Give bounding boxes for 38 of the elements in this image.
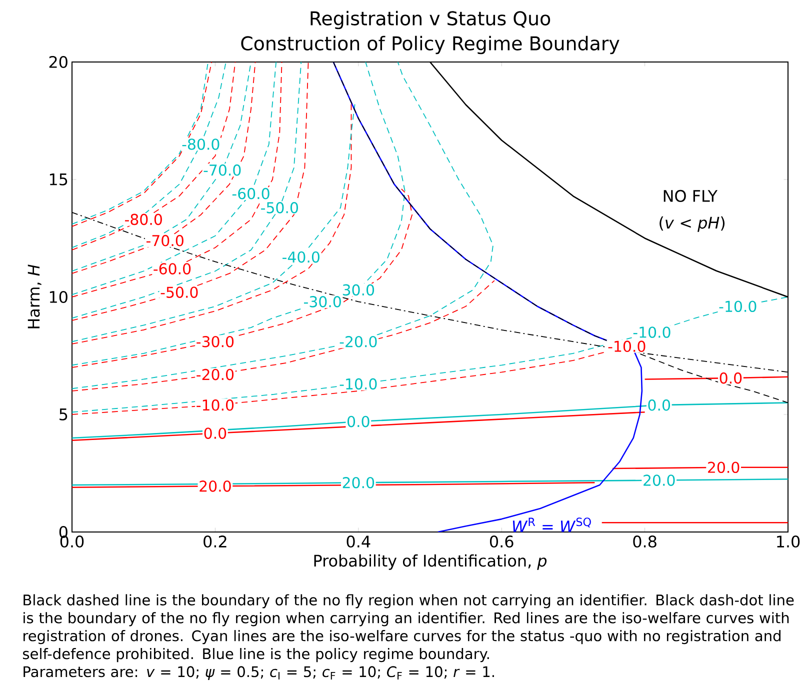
x-tick-label: 0.2 — [204, 536, 226, 548]
x-tick-label: 0.8 — [633, 536, 656, 548]
annotation: -70.0 — [204, 164, 241, 176]
line-series — [72, 411, 646, 441]
line-series — [72, 296, 788, 413]
y-tick-label: 20 — [49, 56, 68, 68]
annotation: -10.0 — [719, 300, 756, 312]
annotation: NO FLY — [664, 190, 718, 202]
text: Black dashed line is the boundary of the no fly region when not carrying an identifier. Black dash-dot line is the boundary of the no fly region when carrying an identifier. Red lines are the iso-welfare curves with registration of drones. Cyan lines are the iso-welfare curves for the status -quo with no registration and self-defence prohibited. Blue line is the policy regime boundary. — [22, 594, 794, 662]
text: Parameters are: v = 10; ψ = 0.5; c$_{I}$ = 5; c$_{F}$ = 10; C$_{F}$ = 10; r = 1. — [24, 666, 494, 680]
y-tick-label: 5 — [60, 408, 68, 420]
annotation: -50.0 — [261, 202, 298, 214]
x-tick-label: 0.0 — [60, 536, 84, 548]
annotation: -60.0 — [154, 263, 191, 274]
y-tick-label: 15 — [50, 174, 68, 186]
annotation: -80.0 — [125, 214, 162, 226]
annotation: -10.0 — [340, 378, 377, 390]
x-tick-label: 0.4 — [346, 536, 370, 548]
annotation: -10.0 — [633, 326, 670, 338]
annotation: -50.0 — [160, 286, 198, 298]
chart-subtitle: Construction of Policy Regime Boundary — [241, 36, 620, 54]
annotation: -30.0 — [304, 296, 341, 308]
line-series — [72, 188, 413, 368]
line-series — [72, 62, 406, 366]
annotation: (v < pH) — [660, 216, 725, 232]
x-tick-label: 1.0 — [777, 536, 800, 548]
annotation: -20.0 — [196, 368, 234, 380]
annotation: -40.0 — [282, 251, 320, 263]
x-tick-label: 0.6 — [490, 536, 514, 548]
x-axis-title: Probability of Identification, p — [314, 554, 547, 570]
annotation: 30.0 — [342, 284, 374, 296]
y-axis-title: Harm, H — [28, 264, 42, 328]
annotation: W$^{R}$ = W$^{SQ}$ — [512, 518, 591, 532]
annotation: -60.0 — [232, 188, 270, 200]
chart-title: Registration v Status Quo — [310, 10, 550, 30]
line-series — [72, 280, 495, 392]
annotation: -80.0 — [182, 138, 220, 150]
y-tick-label: 10 — [50, 290, 68, 304]
